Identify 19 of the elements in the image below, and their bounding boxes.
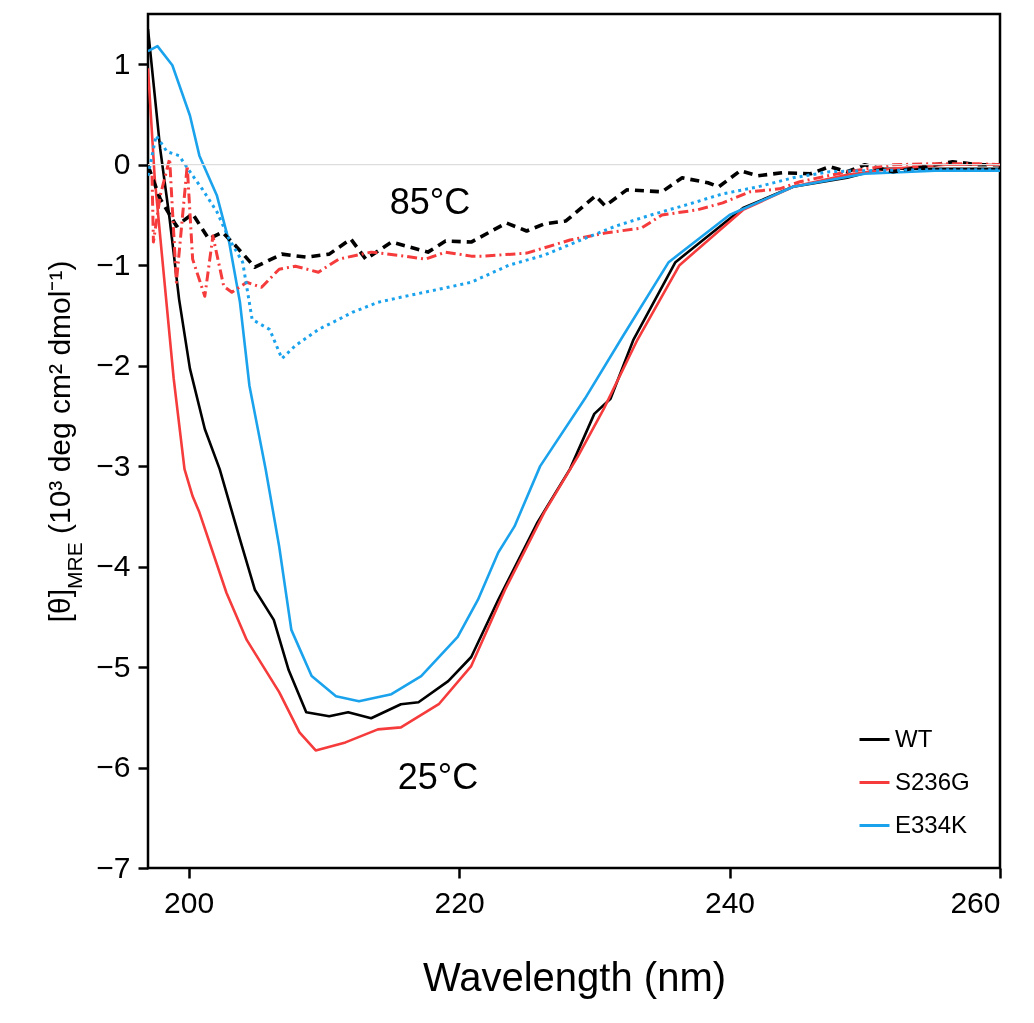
y-tick-label: −3 xyxy=(96,448,131,482)
y-tick-label: −6 xyxy=(96,750,131,784)
annotation: 85°C xyxy=(389,181,471,222)
x-tick-label: 260 xyxy=(950,885,1001,919)
y-tick-label: 0 xyxy=(113,147,131,181)
x-tick-label: 240 xyxy=(704,885,756,919)
x-tick-label: 200 xyxy=(164,885,215,919)
y-tick-label: −1 xyxy=(96,247,131,281)
y-tick-label: −5 xyxy=(96,649,131,683)
legend-label: E334K xyxy=(895,810,968,838)
y-tick-label: −2 xyxy=(96,348,131,382)
legend-label: S236G xyxy=(895,767,970,795)
y-tick-label: 1 xyxy=(113,46,131,80)
y-tick-label: −4 xyxy=(96,549,131,583)
y-tick-label: −7 xyxy=(96,850,131,884)
x-tick-label: 220 xyxy=(434,885,485,919)
annotation: 25°C xyxy=(397,756,479,797)
legend-label: WT xyxy=(895,724,933,752)
x-axis-title: Wavelength (nm) xyxy=(422,954,727,999)
